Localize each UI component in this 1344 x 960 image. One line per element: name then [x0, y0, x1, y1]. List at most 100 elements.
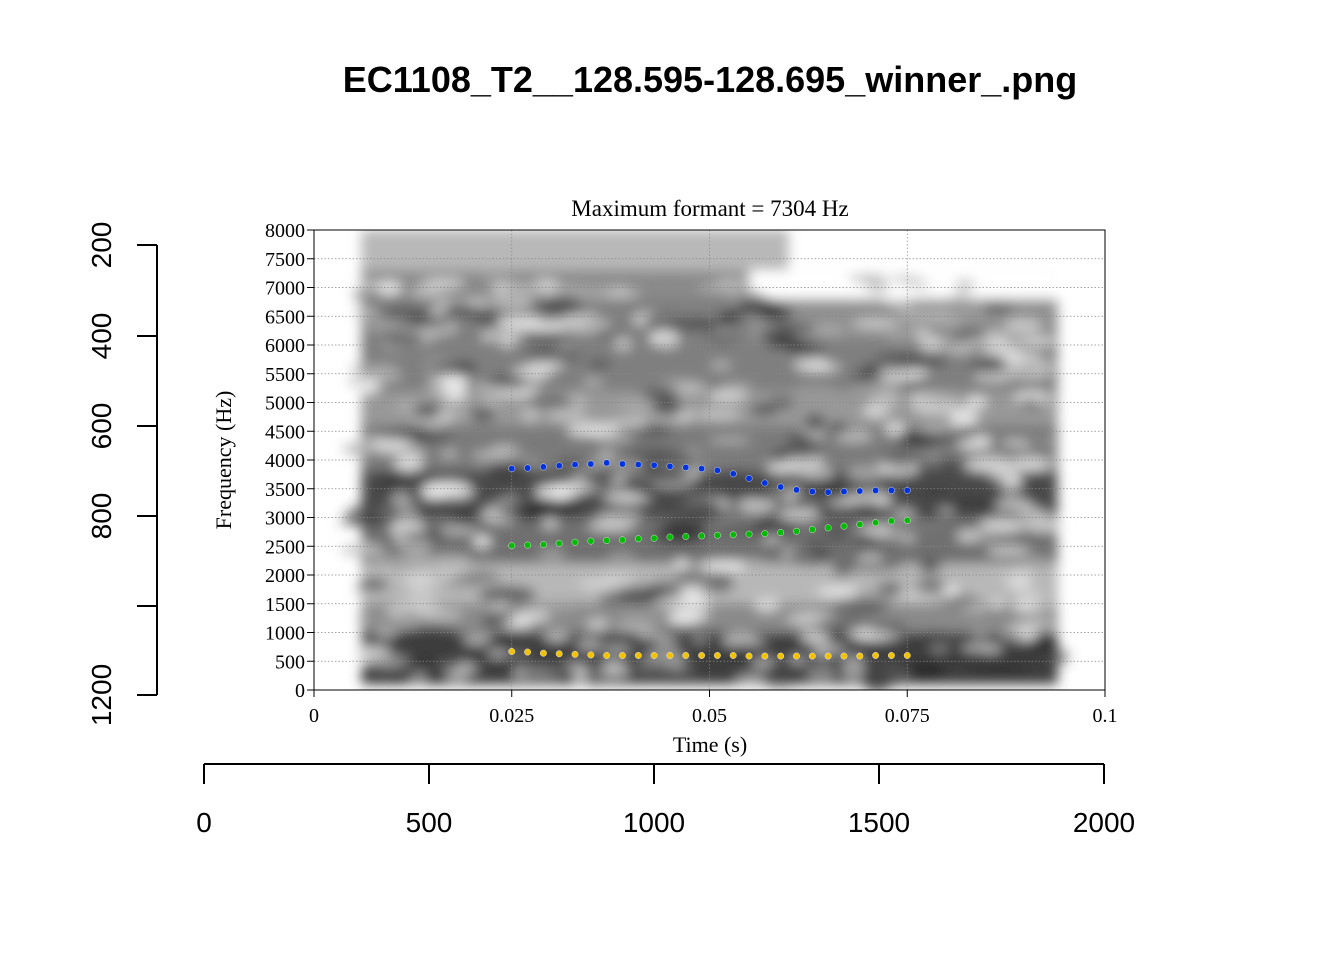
formant-point [634, 535, 642, 543]
page-title: EC1108_T2__128.595-128.695_winner_.png [343, 59, 1077, 100]
formant-point [714, 531, 721, 539]
formant-point [587, 537, 595, 545]
y-tick-label: 5500 [265, 364, 305, 386]
formant-point [888, 487, 895, 494]
formant-point [650, 652, 658, 659]
formant-series-3 [508, 648, 911, 660]
formant-point [508, 542, 516, 550]
formant-point [761, 479, 769, 487]
formant-point [555, 650, 563, 658]
formant-point [745, 474, 753, 482]
formant-point [761, 530, 769, 537]
formant-tracks [508, 459, 911, 660]
outer-left-axis: 200 400 600 800 1200 [86, 222, 158, 726]
formant-point [808, 488, 816, 496]
formant-point [634, 461, 642, 468]
formant-point [808, 526, 816, 533]
formant-point [793, 527, 800, 535]
grid [314, 230, 1105, 690]
y-axis-label: Frequency (Hz) [211, 391, 236, 530]
x-tick-label: 0.05 [692, 705, 727, 727]
formant-point [729, 531, 737, 539]
y-tick-label: 2000 [265, 565, 305, 587]
y-tick-label: 3500 [265, 479, 305, 501]
formant-point [666, 652, 674, 659]
formant-point [619, 536, 626, 544]
spectrogram [339, 230, 1070, 690]
outer-left-tick-label: 600 [86, 403, 117, 450]
outer-bottom-tick-label: 0 [196, 807, 212, 838]
formant-point [508, 648, 516, 655]
formant-point [555, 462, 563, 470]
formant-point [888, 652, 895, 659]
outer-bottom-tick-label: 1000 [623, 807, 685, 838]
x-tick-label: 0.025 [489, 705, 534, 727]
formant-point [840, 488, 848, 496]
formant-point [745, 530, 753, 538]
formant-point [650, 534, 658, 542]
y-tick-label: 1000 [265, 623, 305, 645]
outer-bottom-tick-label: 1500 [848, 807, 910, 838]
outer-left-tick-label: 200 [86, 222, 117, 269]
formant-point [777, 652, 785, 660]
formant-point [714, 652, 721, 659]
formant-point [777, 483, 785, 491]
x-axis-label: Time (s) [673, 732, 747, 757]
formant-point [903, 516, 911, 524]
outer-bottom-tick-label: 2000 [1073, 807, 1135, 838]
y-tick-label: 8000 [265, 220, 305, 242]
y-tick-label: 2500 [265, 536, 305, 558]
formant-point [840, 522, 848, 530]
y-tick-label: 5000 [265, 393, 305, 415]
y-tick-label: 3000 [265, 508, 305, 530]
formant-point [808, 652, 816, 660]
formant-point [571, 650, 579, 658]
formant-point [539, 649, 547, 657]
formant-point [856, 521, 864, 528]
chart-title: Maximum formant = 7304 Hz [571, 196, 848, 221]
formant-point [524, 648, 531, 656]
formant-point [777, 529, 785, 536]
y-tick-label: 4500 [265, 421, 305, 443]
x-tick-label: 0.075 [885, 705, 930, 727]
x-tick-label: 0 [309, 705, 319, 727]
y-axis: 0 500 1000 1500 2000 2500 3000 3500 4000 4500 5000… [265, 220, 314, 702]
formant-point [587, 651, 595, 659]
formant-point [603, 537, 611, 544]
formant-point [793, 486, 800, 494]
formant-point [824, 652, 832, 660]
formant-point [571, 538, 579, 546]
formant-point [714, 466, 721, 474]
formant-point [619, 460, 626, 468]
chart: Maximum formant = 7304 Hz 0 500 1000 1500 20… [211, 196, 1118, 757]
formant-point [634, 652, 642, 659]
formant-point [856, 652, 864, 660]
outer-bottom-tick-label: 500 [406, 807, 453, 838]
formant-point [729, 652, 737, 659]
formant-point [682, 652, 690, 659]
formant-point [793, 652, 800, 660]
formant-point [682, 533, 690, 540]
y-tick-label: 0 [295, 680, 305, 702]
formant-point [872, 519, 880, 527]
formant-point [650, 461, 658, 469]
formant-point [603, 652, 611, 659]
y-tick-label: 4000 [265, 450, 305, 472]
formant-series-1 [508, 459, 911, 496]
formant-point [619, 652, 626, 659]
outer-bottom-axis: 0 500 1000 1500 2000 [196, 763, 1135, 838]
formant-point [698, 465, 705, 473]
y-tick-label: 6500 [265, 306, 305, 328]
formant-point [603, 459, 611, 467]
y-tick-label: 1500 [265, 594, 305, 616]
formant-point [888, 517, 895, 525]
formant-point [856, 487, 864, 495]
formant-point [524, 464, 531, 472]
y-tick-label: 7500 [265, 249, 305, 271]
formant-point [571, 461, 579, 468]
y-tick-label: 6000 [265, 335, 305, 357]
formant-point [840, 652, 848, 660]
formant-point [872, 652, 880, 659]
formant-point [761, 652, 769, 660]
formant-series-2 [508, 516, 911, 550]
